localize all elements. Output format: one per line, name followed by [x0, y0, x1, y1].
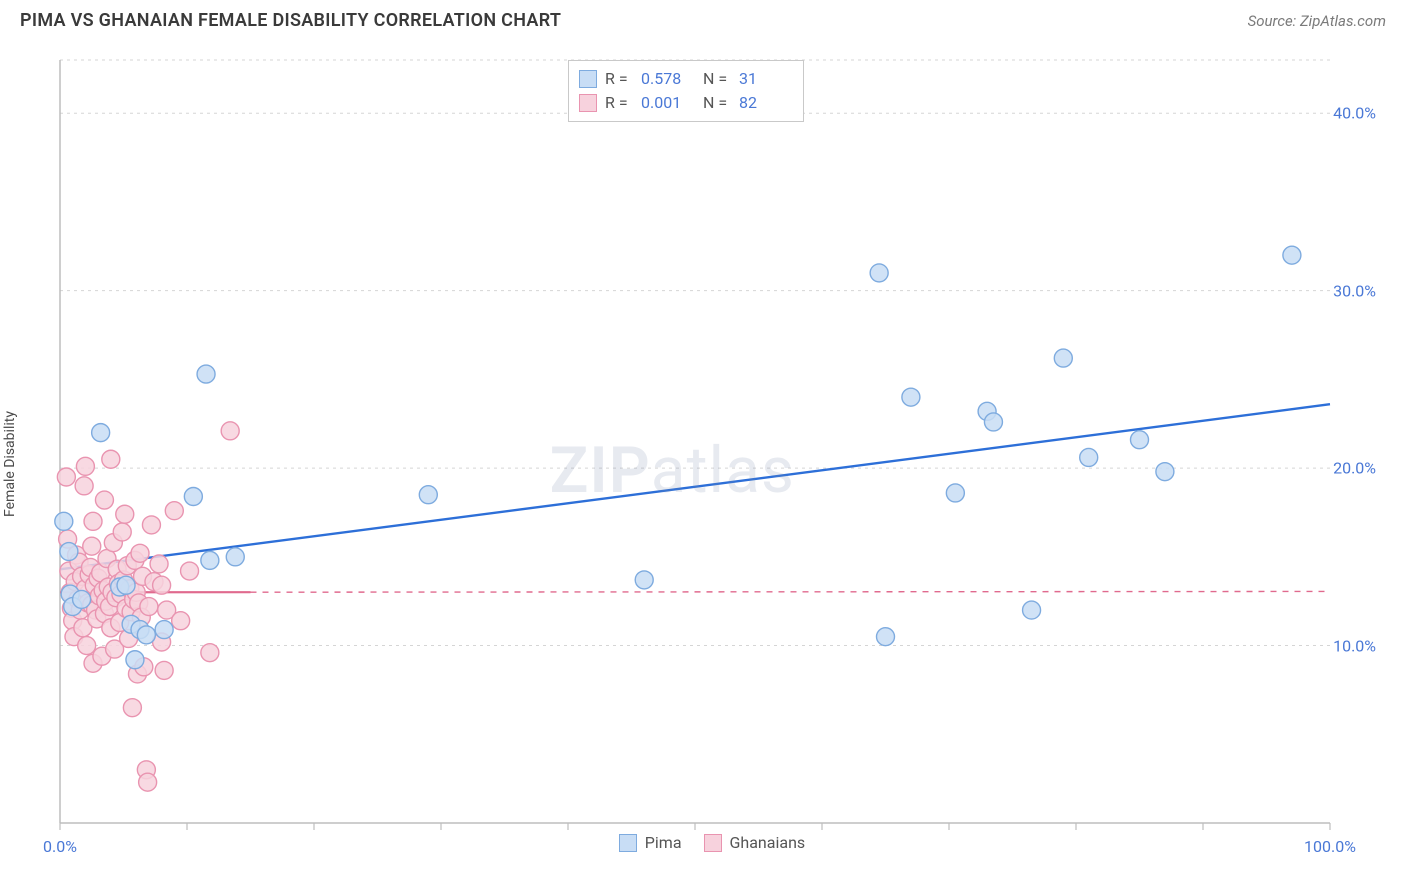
stat-r-label: R = [605, 67, 633, 91]
y-tick-label: 20.0% [1333, 459, 1376, 478]
legend-swatch [704, 834, 722, 852]
stat-r-value: 0.001 [641, 91, 695, 115]
header: PIMA VS GHANAIAN FEMALE DISABILITY CORRE… [0, 0, 1406, 37]
legend-series: Pima Ghanaians [619, 833, 805, 852]
legend-swatch [619, 834, 637, 852]
legend-swatch [579, 70, 597, 88]
y-axis-label: Female Disability [2, 411, 18, 517]
legend-stats-row: R = 0.578 N = 31 [579, 67, 793, 91]
stat-n-value: 82 [739, 91, 793, 115]
legend-series-label: Pima [645, 833, 682, 852]
source-attribution: Source: ZipAtlas.com [1248, 12, 1386, 30]
stat-r-label: R = [605, 91, 633, 115]
scatter-plot [50, 55, 1386, 872]
legend-stats-row: R = 0.001 N = 82 [579, 91, 793, 115]
x-tick-label: 100.0% [1304, 837, 1356, 856]
legend-series-item: Pima [619, 833, 682, 852]
legend-series-item: Ghanaians [704, 833, 806, 852]
legend-series-label: Ghanaians [730, 833, 806, 852]
legend-stats: R = 0.578 N = 31 R = 0.001 N = 82 [568, 60, 804, 122]
y-tick-label: 40.0% [1333, 104, 1376, 123]
stat-n-label: N = [703, 91, 731, 115]
stat-n-value: 31 [739, 67, 793, 91]
x-tick-label: 0.0% [43, 837, 77, 856]
legend-swatch [579, 94, 597, 112]
chart-area: Female Disability ZIPatlas R =0.578N =31… [50, 55, 1386, 872]
stat-r-value: 0.578 [641, 67, 695, 91]
y-tick-label: 10.0% [1333, 636, 1376, 655]
chart-title: PIMA VS GHANAIAN FEMALE DISABILITY CORRE… [20, 10, 561, 31]
y-tick-label: 30.0% [1333, 281, 1376, 300]
stat-n-label: N = [703, 67, 731, 91]
